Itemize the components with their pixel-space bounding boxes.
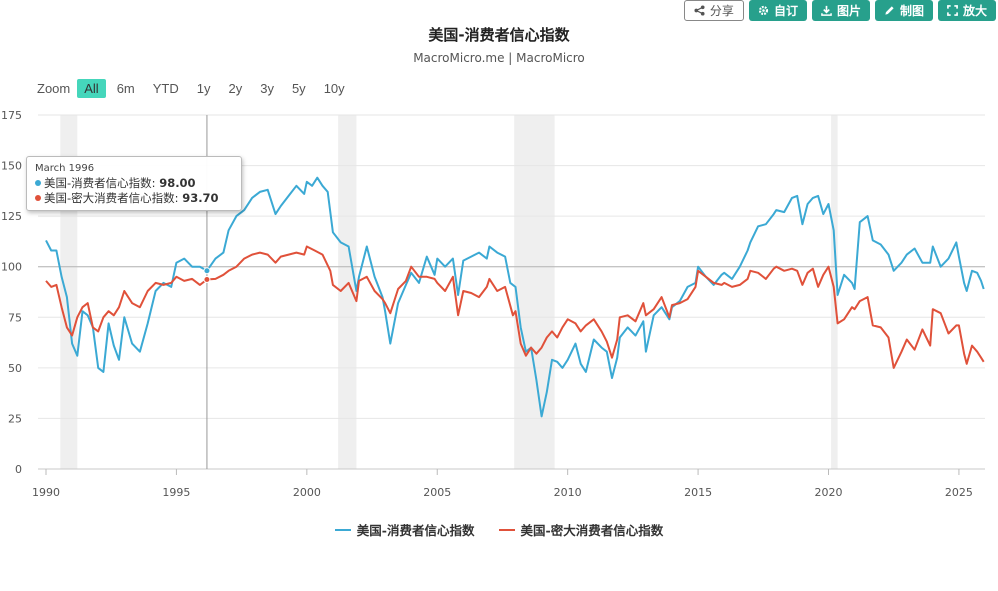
zoom-3y-button[interactable]: 3y [260, 81, 274, 96]
x-tick-label: 2025 [945, 486, 973, 499]
tooltip-series-2-name: 美国-密大消费者信心指数 [44, 191, 175, 205]
legend-label-series-1: 美国-消费者信心指数 [356, 523, 475, 538]
y-tick-label: 175 [1, 109, 22, 122]
legend: 美国-消费者信心指数 美国-密大消费者信心指数 [0, 520, 998, 539]
custom-label: 自订 [773, 4, 798, 18]
enlarge-label: 放大 [962, 4, 987, 18]
share-icon [694, 5, 705, 16]
series-lines [45, 176, 985, 418]
y-tick-label: 100 [1, 261, 22, 274]
legend-item-series-2[interactable]: 美国-密大消费者信心指数 [498, 520, 664, 539]
gear-icon [758, 5, 769, 16]
zoom-2y-button[interactable]: 2y [228, 81, 243, 96]
series-line-2 [45, 245, 985, 369]
hover-markers [203, 267, 211, 283]
y-tick-label: 75 [8, 311, 22, 324]
recession-band [338, 115, 357, 469]
tooltip-row-2: 美国-密大消费者信心指数: 93.70 [35, 191, 233, 206]
tooltip-series-1-name: 美国-消费者信心指数 [44, 176, 152, 190]
zoom-1y-button[interactable]: 1y [196, 81, 211, 96]
image-label: 图片 [836, 4, 861, 18]
pencil-icon [885, 6, 894, 15]
download-icon [821, 5, 832, 16]
tooltip: March 1996 美国-消费者信心指数: 98.00 美国-密大消费者信心指… [26, 156, 242, 211]
x-tick-label: 2010 [554, 486, 582, 499]
share-button[interactable]: 分享 [683, 0, 744, 21]
toolbar: 分享 自订 图片 制图 放大 [683, 0, 996, 21]
x-tick-label: 2005 [423, 486, 451, 499]
tooltip-series-1-value: 98.00 [159, 176, 196, 190]
y-tick-label: 25 [8, 412, 22, 425]
draw-button[interactable]: 制图 [874, 0, 933, 21]
y-tick-label: 50 [8, 362, 22, 375]
x-tick-label: 2015 [684, 486, 712, 499]
tooltip-row-1: 美国-消费者信心指数: 98.00 [35, 176, 233, 191]
legend-item-series-1[interactable]: 美国-消费者信心指数 [334, 520, 475, 539]
chart-subtitle: MacroMicro.me | MacroMicro [413, 51, 585, 65]
zoom-ytd-button[interactable]: YTD [152, 81, 179, 96]
y-tick-label: 0 [15, 463, 22, 476]
zoom-10y-button[interactable]: 10y [323, 81, 345, 96]
chart-title: 美国-消费者信心指数 [428, 26, 570, 44]
zoom-bar: Zoom All 6m YTD 1y 2y 3y 5y 10y [37, 79, 352, 98]
x-axis-ticks: 1990 1995 2000 2005 2010 2015 2020 2025 [32, 469, 973, 499]
legend-line-icon [334, 528, 351, 531]
tooltip-date: March 1996 [35, 163, 95, 174]
zoom-5y-button[interactable]: 5y [291, 81, 306, 96]
draw-label: 制图 [899, 4, 924, 18]
legend-label-series-2: 美国-密大消费者信心指数 [520, 523, 664, 538]
y-tick-label: 125 [1, 210, 22, 223]
y-axis-ticks: 0 25 50 75 100 125 150 175 [1, 109, 22, 476]
zoom-all-button[interactable]: All [77, 79, 106, 98]
custom-button[interactable]: 自订 [748, 0, 807, 21]
x-tick-label: 1990 [32, 486, 60, 499]
zoom-label: Zoom [37, 81, 71, 96]
tooltip-series-2-value: 93.70 [182, 191, 219, 205]
image-button[interactable]: 图片 [811, 0, 870, 21]
series-1-dot-icon [35, 180, 41, 186]
hover-marker [203, 267, 211, 275]
recession-band [514, 115, 555, 469]
zoom-6m-button[interactable]: 6m [116, 81, 135, 96]
x-tick-label: 1995 [162, 486, 190, 499]
series-2-dot-icon [35, 195, 41, 201]
enlarge-button[interactable]: 放大 [937, 0, 996, 21]
expand-icon [947, 5, 958, 16]
y-tick-label: 150 [1, 160, 22, 173]
legend-line-icon [498, 528, 515, 531]
x-tick-label: 2000 [293, 486, 321, 499]
share-label: 分享 [709, 4, 734, 18]
hover-marker [203, 275, 211, 283]
x-tick-label: 2020 [815, 486, 843, 499]
